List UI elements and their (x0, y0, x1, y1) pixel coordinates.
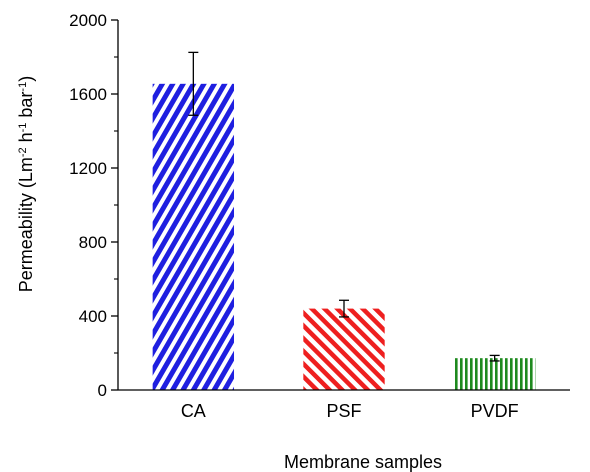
y-axis-title-unit: (Lm (16, 157, 36, 193)
y-tick-label: 800 (79, 233, 107, 252)
y-axis-title: Permeability (Lm-2 h-1 bar-1) (16, 76, 36, 292)
x-tick-label: PVDF (471, 401, 519, 421)
y-axis-title-unit: ) (16, 76, 36, 82)
y-tick-label: 1200 (69, 159, 107, 178)
y-axis-title-main: Permeability (16, 193, 36, 292)
y-tick-label: 400 (79, 307, 107, 326)
error-bar-psf (339, 299, 349, 318)
y-ticks-layer: 0 400 800 1200 1600 2000 (69, 11, 118, 400)
error-bar-ca (188, 51, 199, 116)
y-axis-title-superscript: -1 (17, 82, 29, 92)
y-axis-title-unit: h (16, 132, 36, 147)
x-axis-title: Membrane samples (284, 452, 442, 472)
x-tick-label: PSF (326, 401, 361, 421)
x-tick-label: CA (181, 401, 206, 421)
y-axis-title-superscript: -2 (17, 147, 29, 157)
error-bars-layer (188, 51, 500, 362)
x-tick-labels-layer: CA PSF PVDF (181, 401, 519, 421)
y-axis-title-superscript: -1 (17, 123, 29, 133)
bar-psf (303, 308, 385, 390)
y-tick-label: 1600 (69, 85, 107, 104)
bar-ca (152, 83, 235, 390)
y-axis-title-unit: bar (16, 92, 36, 123)
bars-layer (152, 83, 536, 390)
bar-pvdf (453, 358, 536, 390)
error-bar-pvdf (489, 354, 500, 362)
y-tick-label: 2000 (69, 11, 107, 30)
y-tick-label: 0 (98, 381, 107, 400)
